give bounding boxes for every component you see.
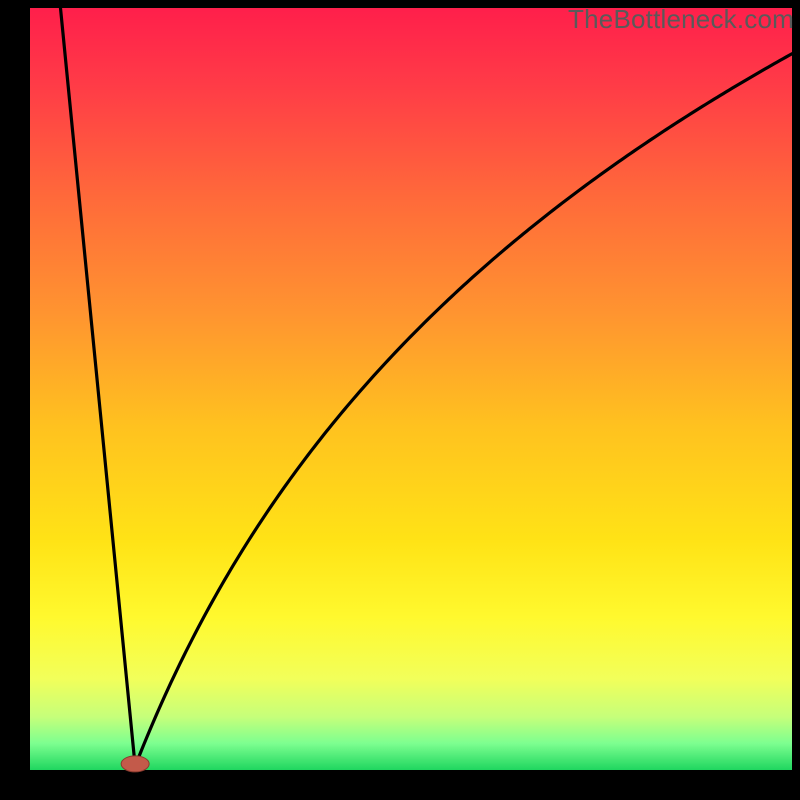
chart-stage: TheBottleneck.com bbox=[0, 0, 800, 800]
dip-marker bbox=[121, 756, 149, 772]
curve-layer bbox=[30, 8, 792, 770]
bottleneck-curve bbox=[60, 8, 792, 766]
plot-area bbox=[30, 8, 792, 770]
watermark-text: TheBottleneck.com bbox=[568, 4, 794, 35]
